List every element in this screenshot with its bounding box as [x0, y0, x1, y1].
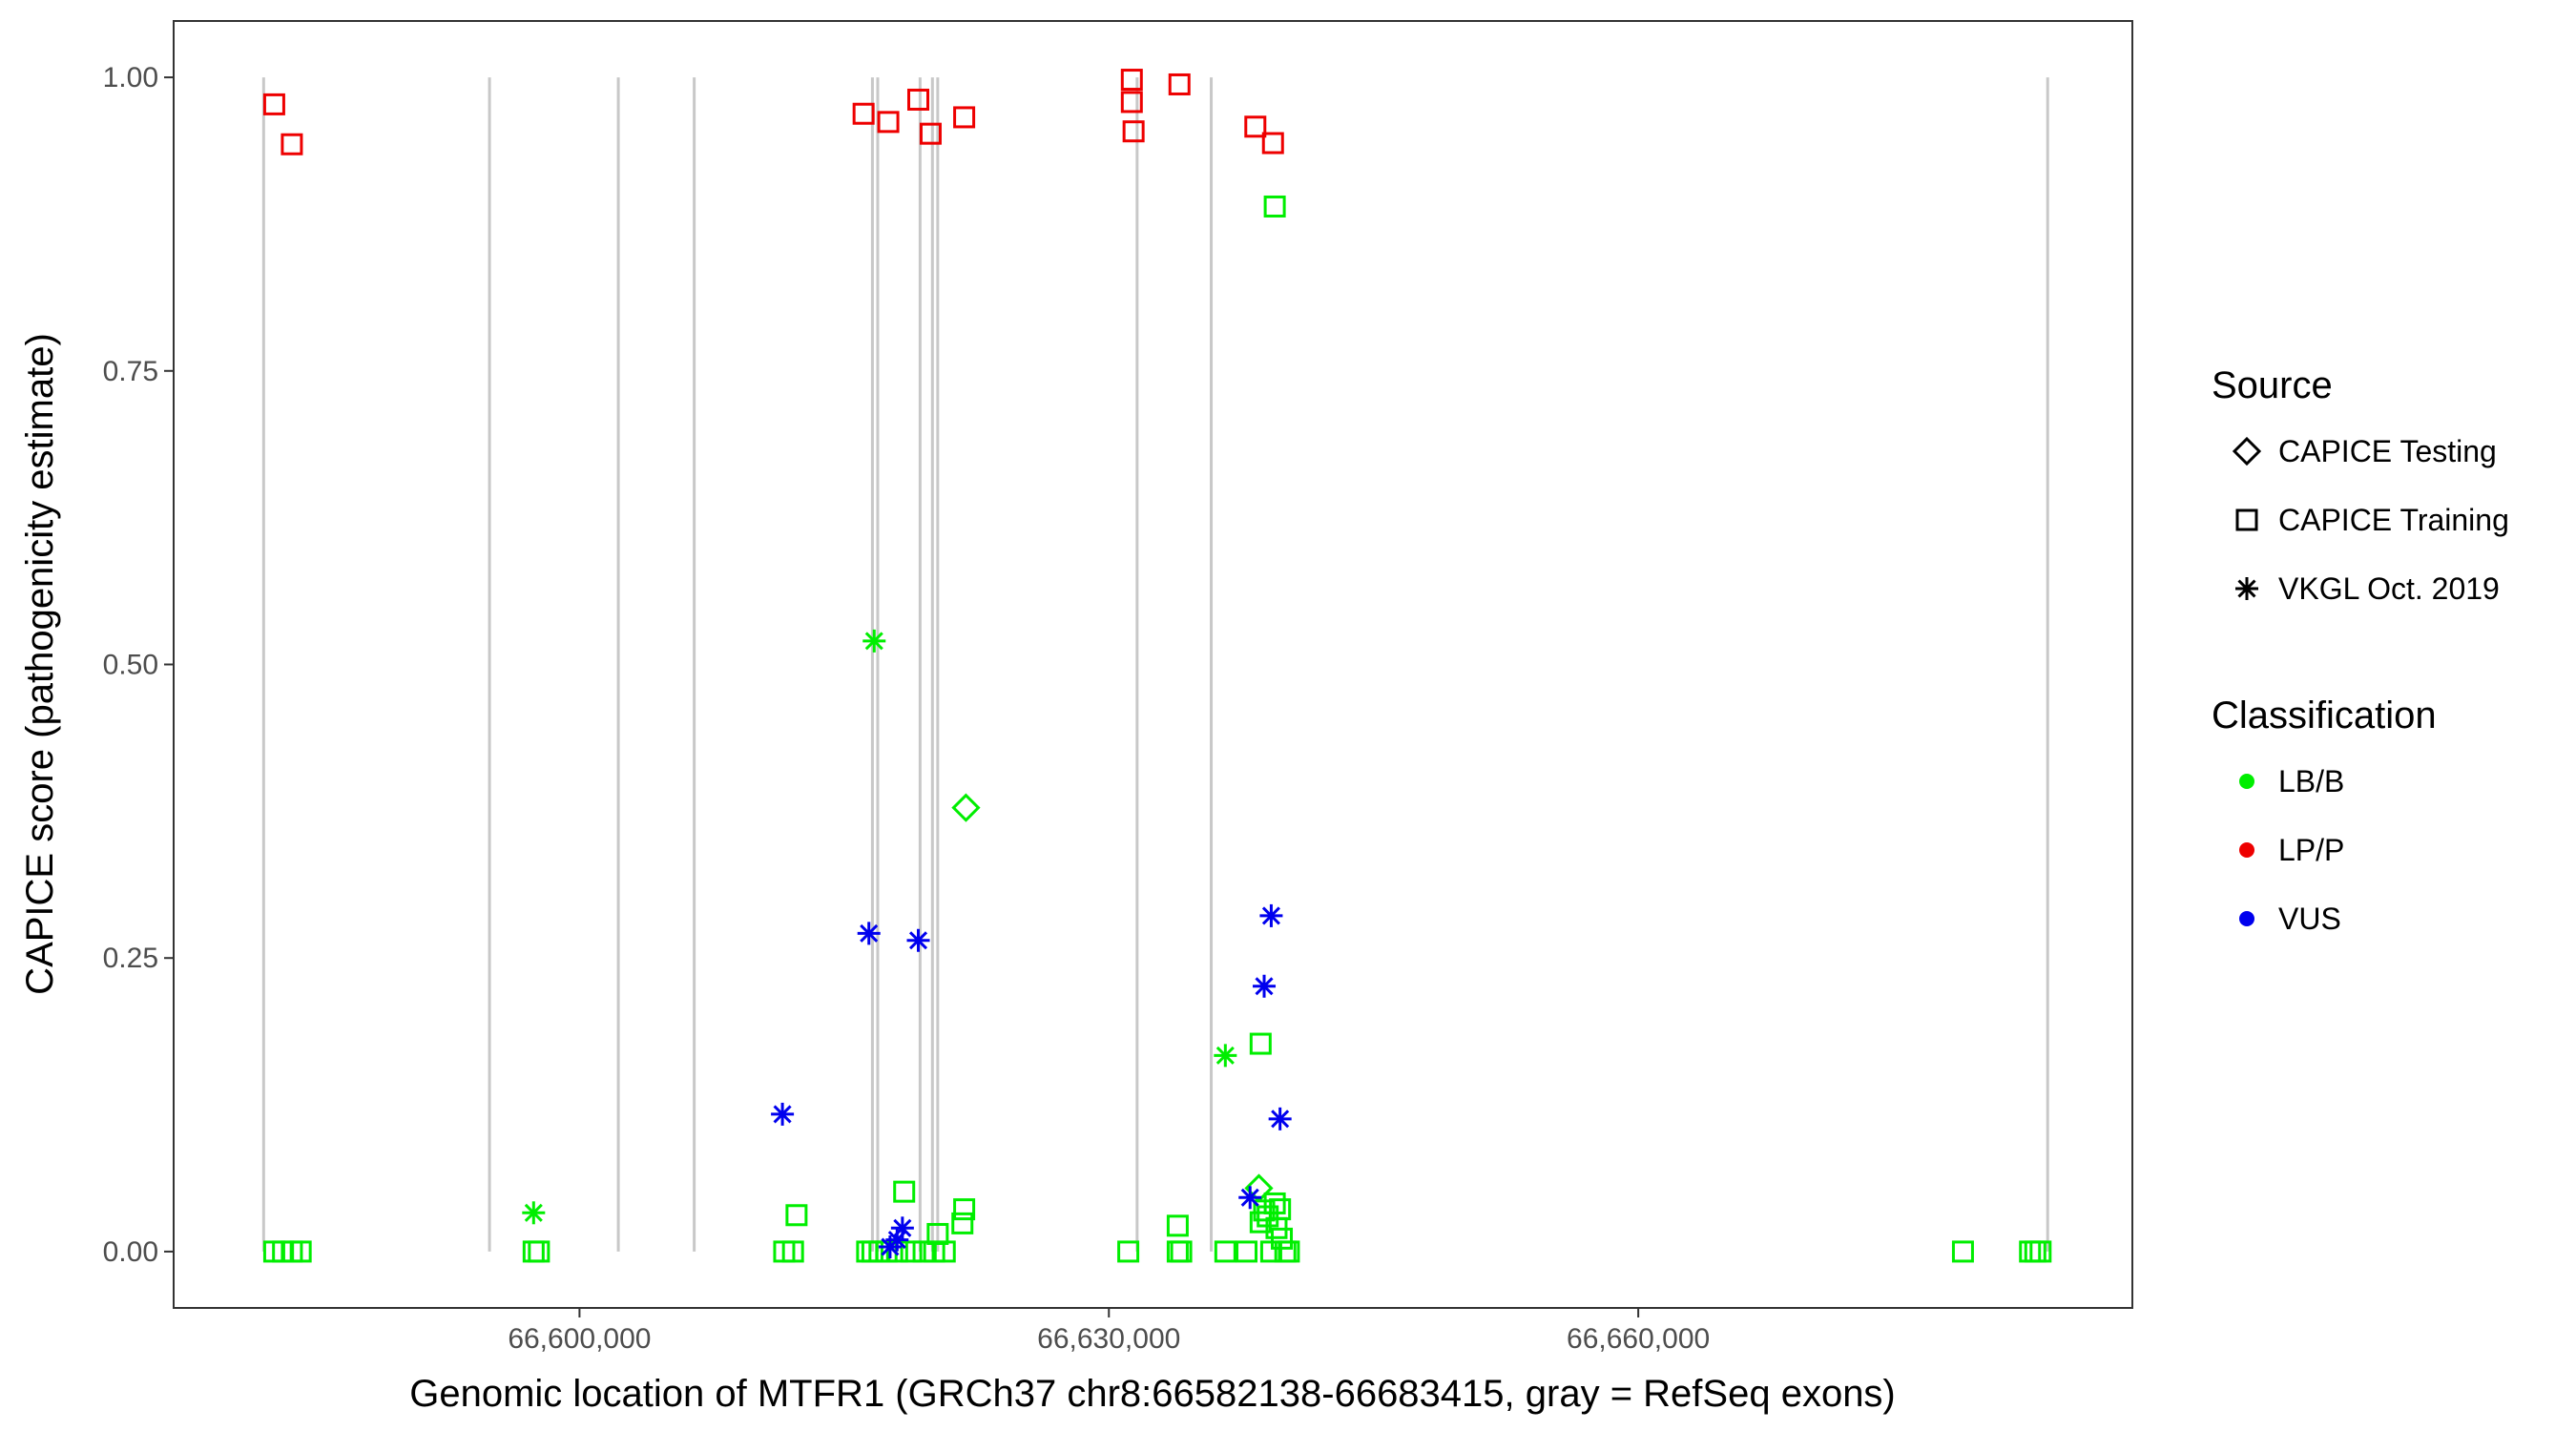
data-point — [906, 928, 930, 952]
legend-key-dot — [2239, 774, 2254, 789]
legend-label: VUS — [2278, 902, 2341, 936]
y-tick-label: 0.75 — [103, 356, 158, 387]
x-tick-label: 66,630,000 — [1037, 1323, 1180, 1355]
data-point — [522, 1201, 546, 1225]
legend-key-dot — [2239, 842, 2254, 858]
data-point — [2024, 1240, 2046, 1263]
data-point — [1249, 1032, 1272, 1055]
data-point — [1263, 195, 1286, 218]
y-tick-label: 1.00 — [103, 62, 158, 93]
data-point — [900, 1240, 923, 1263]
y-axis: 0.00 0.25 0.50 0.75 1.00 — [103, 62, 174, 1268]
data-point — [528, 1240, 551, 1263]
data-point — [953, 106, 976, 129]
y-tick-label: 0.00 — [103, 1236, 158, 1268]
data-point — [1214, 1044, 1237, 1068]
data-point — [1120, 69, 1143, 92]
legend-title: Classification — [2212, 695, 2437, 736]
data-point — [785, 1204, 808, 1227]
data-point — [877, 111, 900, 134]
data-point — [1168, 73, 1191, 95]
data-point — [1271, 1227, 1294, 1250]
data-point — [1951, 1240, 1974, 1263]
exon-lines — [261, 77, 2049, 1252]
x-axis: 66,600,000 66,630,000 66,660,000 — [508, 1308, 1710, 1355]
data-point — [1269, 1198, 1292, 1221]
legend-label: CAPICE Testing — [2278, 434, 2497, 468]
legend-key-asterisk — [2235, 577, 2258, 600]
y-axis-title: CAPICE score (pathogenicity estimate) — [19, 333, 61, 995]
data-point — [781, 1240, 804, 1263]
data-point — [1238, 1186, 1262, 1210]
data-point — [1259, 903, 1283, 927]
data-point — [893, 1180, 916, 1203]
data-point — [933, 1240, 956, 1263]
data-point — [1253, 974, 1277, 998]
data-point — [1249, 1211, 1272, 1234]
data-point — [862, 629, 886, 653]
data-point — [951, 793, 981, 822]
data-point — [1278, 1240, 1300, 1263]
data-point — [1117, 1240, 1140, 1263]
data-point — [522, 1240, 545, 1263]
data-point — [2029, 1240, 2052, 1263]
x-tick-label: 66,660,000 — [1567, 1323, 1710, 1355]
data-point — [1166, 1214, 1189, 1237]
data-point — [857, 922, 881, 945]
legend-label: LP/P — [2278, 833, 2344, 867]
data-point — [890, 1216, 914, 1240]
data-point — [1268, 1107, 1292, 1130]
data-point — [1263, 1192, 1286, 1214]
data-point — [771, 1102, 795, 1126]
data-point — [1214, 1240, 1236, 1263]
data-point — [852, 102, 875, 125]
data-point — [907, 88, 930, 111]
legend-key-square — [2235, 508, 2258, 531]
data-point — [1261, 132, 1284, 155]
data-point — [280, 133, 303, 156]
data-point — [951, 1212, 974, 1234]
x-axis-title: Genomic location of MTFR1 (GRCh37 chr8:6… — [409, 1373, 1896, 1415]
y-tick-label: 0.25 — [103, 943, 158, 974]
data-point — [1170, 1240, 1193, 1263]
legend: Source CAPICE Testing CAPICE Training VKGL … — [2212, 364, 2509, 936]
y-tick-label: 0.50 — [103, 650, 158, 681]
legend-label: VKGL Oct. 2019 — [2278, 571, 2500, 606]
plot-panel-border — [173, 20, 2133, 1309]
data-point — [1120, 91, 1143, 114]
x-tick-label: 66,600,000 — [508, 1323, 651, 1355]
legend-key-dot — [2239, 911, 2254, 926]
data-point — [919, 122, 942, 145]
data-point — [1236, 1240, 1258, 1263]
legend-label: LB/B — [2278, 764, 2344, 798]
data-point — [289, 1240, 312, 1263]
legend-label: CAPICE Training — [2278, 503, 2509, 537]
data-point — [953, 1198, 976, 1221]
data-point — [1122, 120, 1145, 143]
legend-key-diamond — [2232, 436, 2262, 467]
data-point — [926, 1222, 949, 1245]
data-point — [1244, 115, 1267, 138]
legend-title: Source — [2212, 364, 2333, 406]
data-point — [1244, 1173, 1274, 1203]
data-points — [262, 69, 2052, 1263]
data-point — [262, 93, 285, 115]
